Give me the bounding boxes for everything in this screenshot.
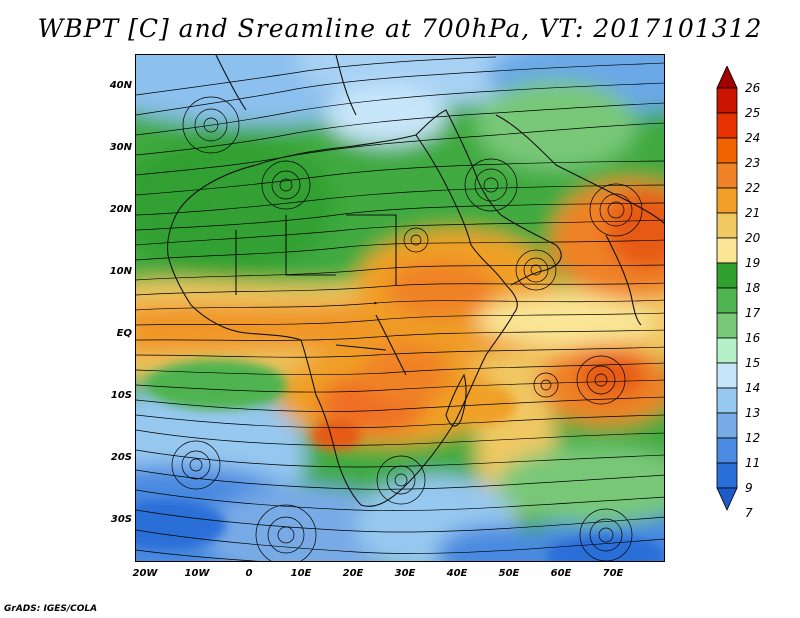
y-axis-label-30n: 30N [109, 142, 132, 153]
x-axis-label-20e: 20E [342, 568, 364, 579]
colorbar [716, 66, 738, 511]
colorbar-label: 22 [745, 181, 761, 195]
chart-title: WBPT [C] and Sreamline at 700hPa, VT: 20… [37, 14, 763, 43]
colorbar-cell [716, 387, 738, 414]
colorbar-label: 23 [745, 156, 761, 170]
y-axis-label-10n: 10N [109, 266, 132, 277]
y-axis-label-eq: EQ [116, 328, 132, 339]
coastlines [167, 55, 664, 507]
x-axis-label-10w: 10W [184, 568, 210, 579]
x-axis-label-10e: 10E [290, 568, 312, 579]
colorbar-cell [716, 187, 738, 214]
x-axis-label-50e: 50E [498, 568, 520, 579]
x-axis-label-30e: 30E [394, 568, 416, 579]
colorbar-label: 20 [745, 231, 761, 245]
colorbar-cell [716, 437, 738, 464]
colorbar-label: 7 [745, 506, 753, 520]
x-axis-label-60e: 60E [550, 568, 572, 579]
colorbar-cell [716, 162, 738, 189]
colorbar-label: 26 [745, 81, 761, 95]
colorbar-label: 21 [745, 206, 761, 220]
y-axis-label-20n: 20N [109, 204, 132, 215]
colorbar-cell [716, 137, 738, 164]
x-axis-label-70e: 70E [602, 568, 624, 579]
streamlines [136, 56, 664, 561]
wbpt-field [136, 55, 664, 561]
y-axis-label-20s: 20S [110, 452, 132, 463]
grads-credit: GrADS: IGES/COLA [4, 604, 98, 614]
x-axis-label-0: 0 [245, 568, 253, 579]
colorbar-label: 14 [745, 381, 761, 395]
colorbar-label: 18 [745, 281, 761, 295]
colorbar-cell [716, 287, 738, 314]
x-axis-label-20w: 20W [132, 568, 158, 579]
colorbar-label: 25 [745, 106, 761, 120]
colorbar-cell [716, 212, 738, 239]
colorbar-label: 24 [745, 131, 761, 145]
colorbar-cell [716, 87, 738, 114]
y-axis-label-30s: 30S [110, 514, 132, 525]
x-axis-label-40e: 40E [446, 568, 468, 579]
colorbar-cell [716, 112, 738, 139]
colorbar-label: 19 [745, 256, 761, 270]
y-axis-label-10s: 10S [110, 390, 132, 401]
colorbar-label: 13 [745, 406, 761, 420]
map-panel [135, 54, 665, 562]
y-axis-label-40n: 40N [109, 80, 132, 91]
colorbar-cell [716, 337, 738, 364]
colorbar-label: 17 [745, 306, 761, 320]
colorbar-label: 15 [745, 356, 761, 370]
colorbar-cell [716, 312, 738, 339]
colorbar-label: 16 [745, 331, 761, 345]
colorbar-cell [716, 412, 738, 439]
colorbar-label: 11 [745, 456, 761, 470]
colorbar-cell [716, 462, 738, 489]
colorbar-label: 9 [745, 481, 753, 495]
colorbar-cell [716, 262, 738, 289]
colorbar-top-arrow [716, 66, 738, 89]
colorbar-label: 12 [745, 431, 761, 445]
colorbar-cell [716, 362, 738, 389]
colorbar-bottom-arrow [716, 487, 738, 511]
colorbar-cell [716, 237, 738, 264]
